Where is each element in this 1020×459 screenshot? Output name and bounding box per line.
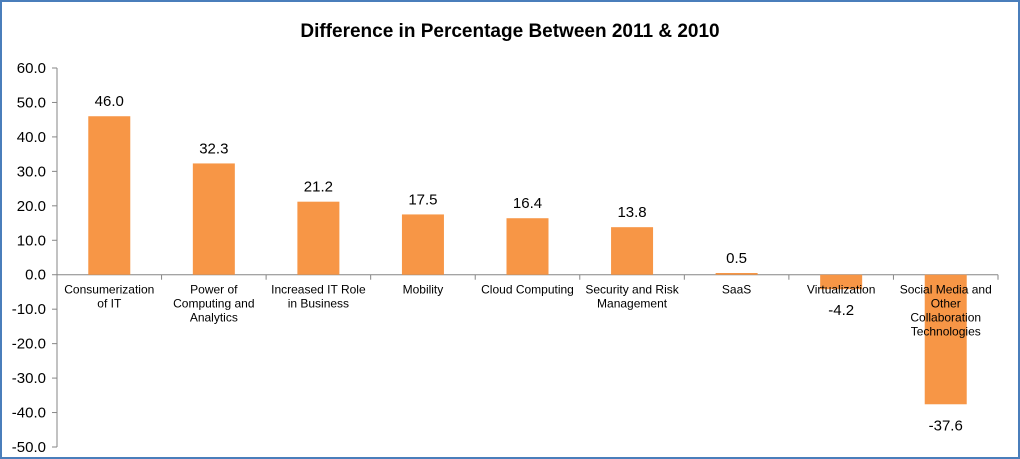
data-label: -37.6 [929,417,963,434]
category-label: Power of Computing and Analytics [173,283,254,325]
y-tick-label: 30.0 [17,163,46,180]
bar [88,116,131,275]
data-label: 0.5 [726,250,747,267]
bar [924,274,967,405]
category-label: Cloud Computing [481,283,574,297]
bar [506,218,549,275]
y-tick-label: -10.0 [12,301,46,318]
category-label: Security and Risk Management [585,283,679,311]
data-label: 13.8 [617,204,646,221]
category-label: Virtualization [807,283,875,297]
y-tick-label: 50.0 [17,94,46,111]
category-label: Mobility [403,283,444,297]
bar [401,214,444,275]
data-label: 46.0 [95,93,124,110]
y-tick-label: 0.0 [25,267,46,284]
y-tick-label: 10.0 [17,232,46,249]
data-label: 16.4 [513,195,542,212]
data-label: 21.2 [304,179,333,196]
bar [715,273,758,275]
y-tick-label: -30.0 [12,370,46,387]
bar [192,163,235,275]
bar [611,227,654,275]
chart-title: Difference in Percentage Between 2011 & … [300,21,719,42]
axes: 60.0 50.0 40.0 30.0 20.0 10.0 0.0 -10.0 -20.0 -30… [12,60,999,456]
bar [297,201,340,275]
y-tick-label: -40.0 [12,405,46,422]
data-label: 17.5 [408,191,437,208]
data-label: -4.2 [828,302,854,319]
y-tick-label: 60.0 [17,60,46,77]
y-tick-label: 20.0 [17,198,46,215]
y-tick-label: -50.0 [12,439,46,456]
bars [88,116,967,405]
bar [820,274,863,290]
y-tick-label: -20.0 [12,336,46,353]
labels: 46.0 Consumerization of IT 32.3 Power of Comp… [64,93,991,434]
data-label: 32.3 [199,140,228,157]
category-label: SaaS [722,283,751,297]
category-label: Social Media and Other Collaboration Techno… [900,283,992,339]
y-tick-label: 40.0 [17,129,46,146]
category-label: Increased IT Role in Business [271,283,366,311]
category-label: Consumerization of IT [64,283,154,311]
